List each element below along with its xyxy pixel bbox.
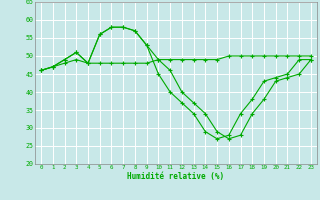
X-axis label: Humidité relative (%): Humidité relative (%) bbox=[127, 172, 225, 181]
